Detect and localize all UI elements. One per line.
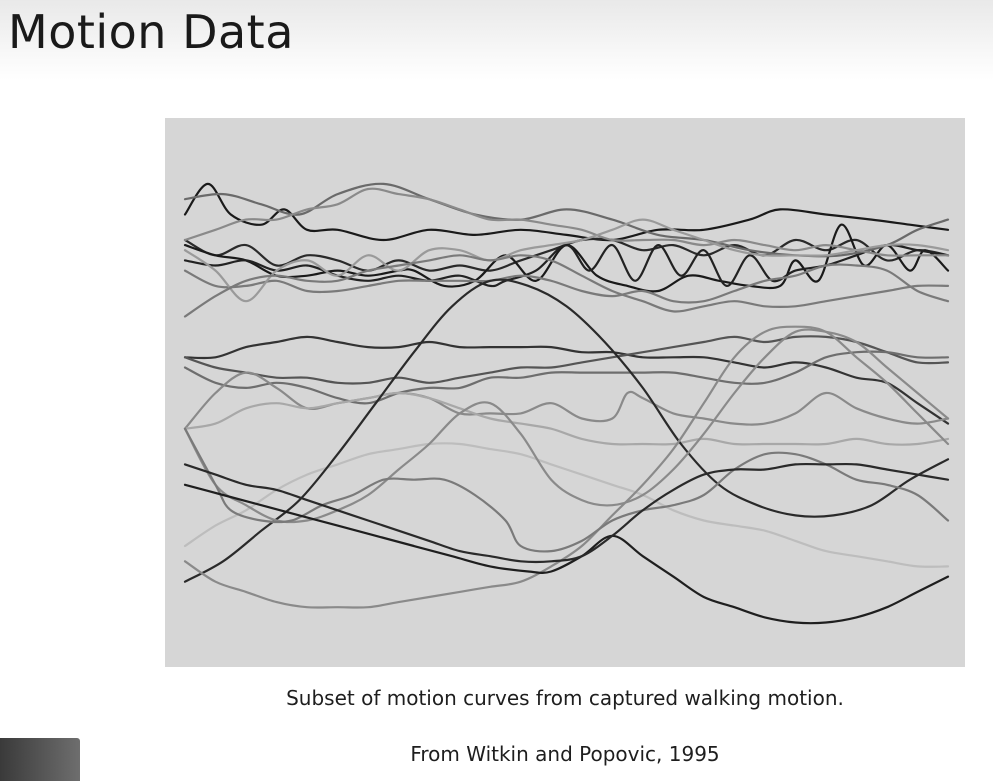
motion-curves-plot bbox=[165, 118, 965, 667]
motion-curve-12 bbox=[183, 350, 950, 405]
motion-curve-16 bbox=[183, 278, 950, 583]
motion-curve-3 bbox=[183, 223, 950, 293]
motion-curve-9 bbox=[183, 254, 950, 318]
motion-curve-13 bbox=[183, 371, 950, 430]
figure-source: From Witkin and Popovic, 1995 bbox=[410, 742, 720, 766]
slide-title: Motion Data bbox=[8, 5, 294, 59]
motion-curve-21 bbox=[183, 462, 950, 564]
motion-curve-6 bbox=[183, 187, 950, 257]
motion-curve-11 bbox=[183, 335, 950, 385]
motion-curve-19 bbox=[183, 427, 950, 553]
motion-curve-5 bbox=[183, 182, 950, 258]
motion-curve-18 bbox=[183, 328, 950, 524]
motion-curve-8 bbox=[183, 218, 950, 303]
series-layer bbox=[183, 182, 950, 625]
title-band bbox=[0, 0, 993, 80]
motion-curve-10 bbox=[183, 335, 950, 425]
figure-caption: Subset of motion curves from captured wa… bbox=[286, 686, 844, 710]
motion-curve-20 bbox=[183, 483, 950, 625]
motion-curve-15 bbox=[183, 442, 950, 568]
motion-curves-chart bbox=[165, 118, 965, 667]
motion-curve-7 bbox=[183, 263, 950, 304]
motion-curve-14 bbox=[183, 391, 950, 446]
presenter-video-thumbnail bbox=[0, 738, 80, 781]
